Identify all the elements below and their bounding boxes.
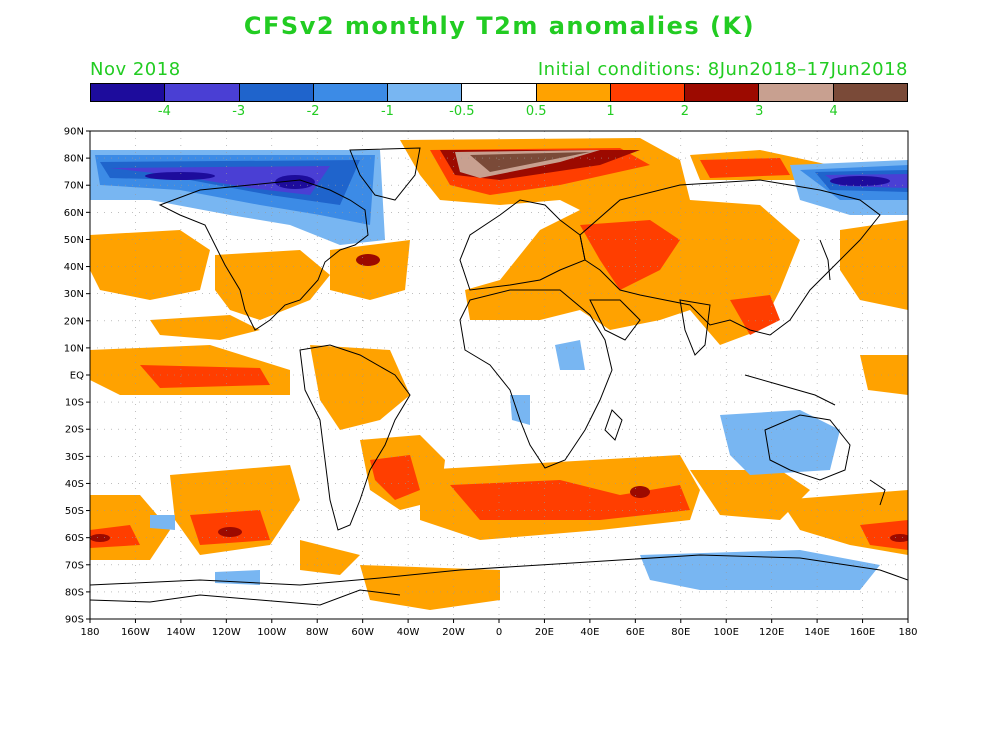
lon-label: 180: [898, 627, 917, 638]
colorbar-label: 1: [606, 104, 615, 119]
lat-label: 10S: [65, 398, 84, 409]
anomaly-shading: [90, 138, 908, 610]
lat-label: 50S: [65, 506, 84, 517]
axis-ticks: [86, 130, 909, 623]
colorbar-label: 2: [680, 104, 690, 119]
lon-label: 80W: [306, 627, 329, 638]
lat-label: EQ: [70, 371, 84, 382]
lon-label: 120W: [212, 627, 241, 638]
colorbar-label: -4: [157, 104, 171, 119]
colorbar-segment: [685, 84, 760, 101]
colorbar: [90, 83, 908, 102]
lat-label: 70S: [65, 560, 84, 571]
colorbar-segment: [313, 84, 389, 101]
colorbar-segment: [388, 84, 463, 101]
extreme-warm-area: [455, 150, 600, 178]
lon-label: 40E: [580, 627, 599, 638]
lon-label: 20E: [535, 627, 554, 638]
lat-label: 50N: [64, 235, 84, 246]
lon-label: 140E: [804, 627, 829, 638]
lat-label: 60S: [65, 533, 84, 544]
valid-month-label: Nov 2018: [90, 59, 181, 80]
colorbar-segment: [759, 84, 834, 101]
latitude-labels: 90N 80N 70N 60N 50N 40N 30N 20N 10N EQ 10S 20S 30S 40…: [64, 127, 84, 626]
map-title: CFSv2 monthly T2m anomalies (K): [243, 12, 756, 40]
lon-label: 80E: [671, 627, 690, 638]
lon-label: 100W: [257, 627, 286, 638]
lon-label: 40W: [397, 627, 420, 638]
lat-label: 90S: [65, 615, 84, 626]
colorbar-label: -3: [232, 104, 246, 119]
lon-label: 100E: [714, 627, 739, 638]
colorbar-segment: [610, 84, 686, 101]
gridlines: [90, 131, 908, 619]
lon-label: 160E: [850, 627, 875, 638]
colorbar-segment: [462, 84, 537, 101]
lon-label: 60E: [626, 627, 645, 638]
lat-label: 40N: [64, 262, 84, 273]
colorbar-label: 4: [829, 104, 838, 119]
lat-label: 80S: [65, 587, 84, 598]
colorbar-label: 3: [755, 104, 764, 119]
colorbar-label: -2: [306, 104, 320, 119]
lat-label: 10N: [64, 343, 84, 354]
longitude-labels: 180 160W 140W 120W 100W 80W 60W 40W 20W 0 20E 40E 60…: [80, 627, 917, 638]
lon-label: 20W: [442, 627, 465, 638]
lon-label: 160W: [121, 627, 150, 638]
colorbar-label: -1: [380, 104, 394, 119]
lat-label: 70N: [64, 181, 84, 192]
lat-label: 20N: [64, 316, 84, 327]
coastlines: [90, 147, 908, 606]
lat-label: 60N: [64, 208, 84, 219]
lat-label: 40S: [65, 479, 84, 490]
lat-label: 80N: [64, 154, 84, 165]
lat-label: 30N: [64, 289, 84, 300]
lon-label: 180: [80, 627, 99, 638]
colorbar-segment: [165, 84, 240, 101]
extreme-cold-areas: [145, 172, 890, 189]
lon-label: 120E: [759, 627, 784, 638]
lat-label: 20S: [65, 425, 84, 436]
colorbar-label: 0.5: [525, 104, 547, 119]
init-conditions-label: Initial conditions: 8Jun2018–17Jun2018: [537, 59, 908, 80]
lon-label: 0: [496, 627, 502, 638]
colorbar-label: -0.5: [449, 104, 475, 119]
colorbar-segment: [239, 84, 314, 101]
lat-label: 90N: [64, 127, 84, 138]
lon-label: 140W: [166, 627, 195, 638]
lon-label: 60W: [351, 627, 374, 638]
colorbar-segment: [536, 84, 611, 101]
colorbar-segment: [833, 84, 907, 101]
lat-label: 30S: [65, 452, 84, 463]
colorbar-segment: [91, 84, 166, 101]
